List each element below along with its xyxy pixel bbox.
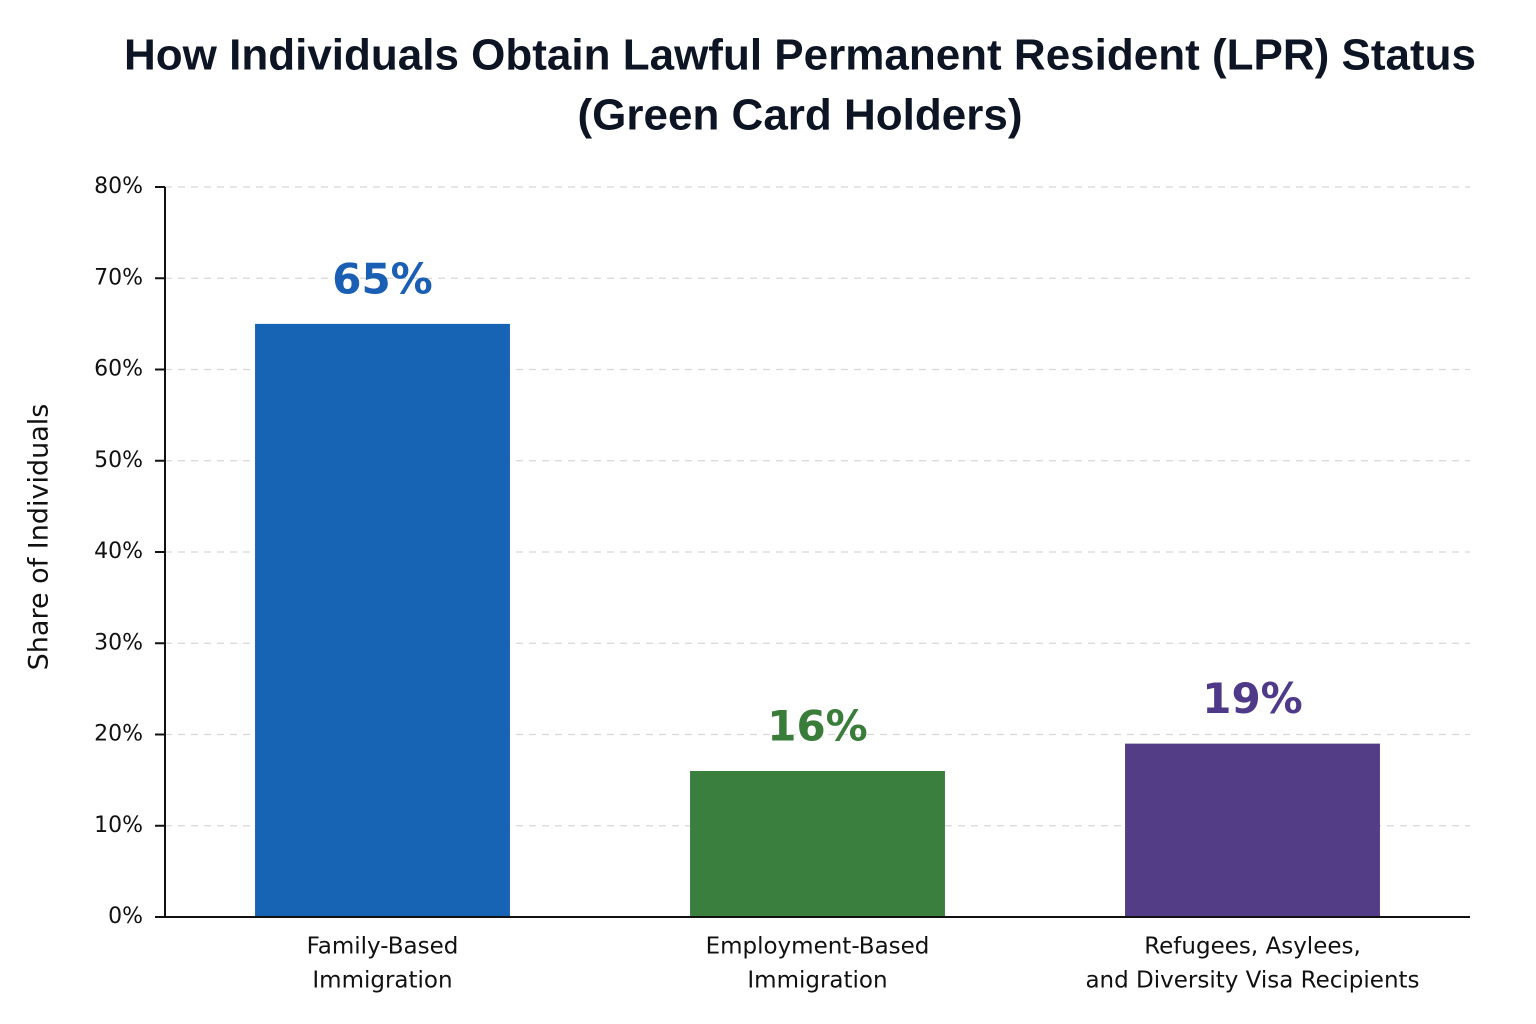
x-tick-label: Immigration bbox=[747, 968, 887, 994]
y-tick-label: 40% bbox=[94, 539, 143, 564]
value-label: 19% bbox=[1202, 674, 1303, 723]
chart-title: (Green Card Holders) bbox=[578, 91, 1023, 140]
y-tick-label: 0% bbox=[108, 904, 143, 929]
x-tick-label: Employment-Based bbox=[706, 934, 930, 960]
bar bbox=[1125, 743, 1380, 917]
x-tick-label: Immigration bbox=[312, 968, 452, 994]
x-tick-label: and Diversity Visa Recipients bbox=[1085, 968, 1419, 994]
y-tick-label: 50% bbox=[94, 448, 143, 473]
chart-title: How Individuals Obtain Lawful Permanent … bbox=[124, 31, 1476, 80]
value-label: 65% bbox=[332, 254, 433, 303]
y-tick-label: 10% bbox=[94, 813, 143, 838]
bar bbox=[255, 323, 510, 917]
y-tick-label: 30% bbox=[94, 630, 143, 655]
y-tick-label: 60% bbox=[94, 357, 143, 382]
x-tick-label: Family-Based bbox=[307, 934, 459, 960]
y-tick-label: 20% bbox=[94, 722, 143, 747]
x-tick-label: Refugees, Asylees, bbox=[1144, 934, 1361, 960]
y-tick-label: 80% bbox=[94, 174, 143, 199]
value-label: 16% bbox=[767, 702, 868, 751]
y-axis-label: Share of Individuals bbox=[24, 404, 55, 671]
y-tick-label: 70% bbox=[94, 265, 143, 290]
bar bbox=[690, 771, 945, 917]
